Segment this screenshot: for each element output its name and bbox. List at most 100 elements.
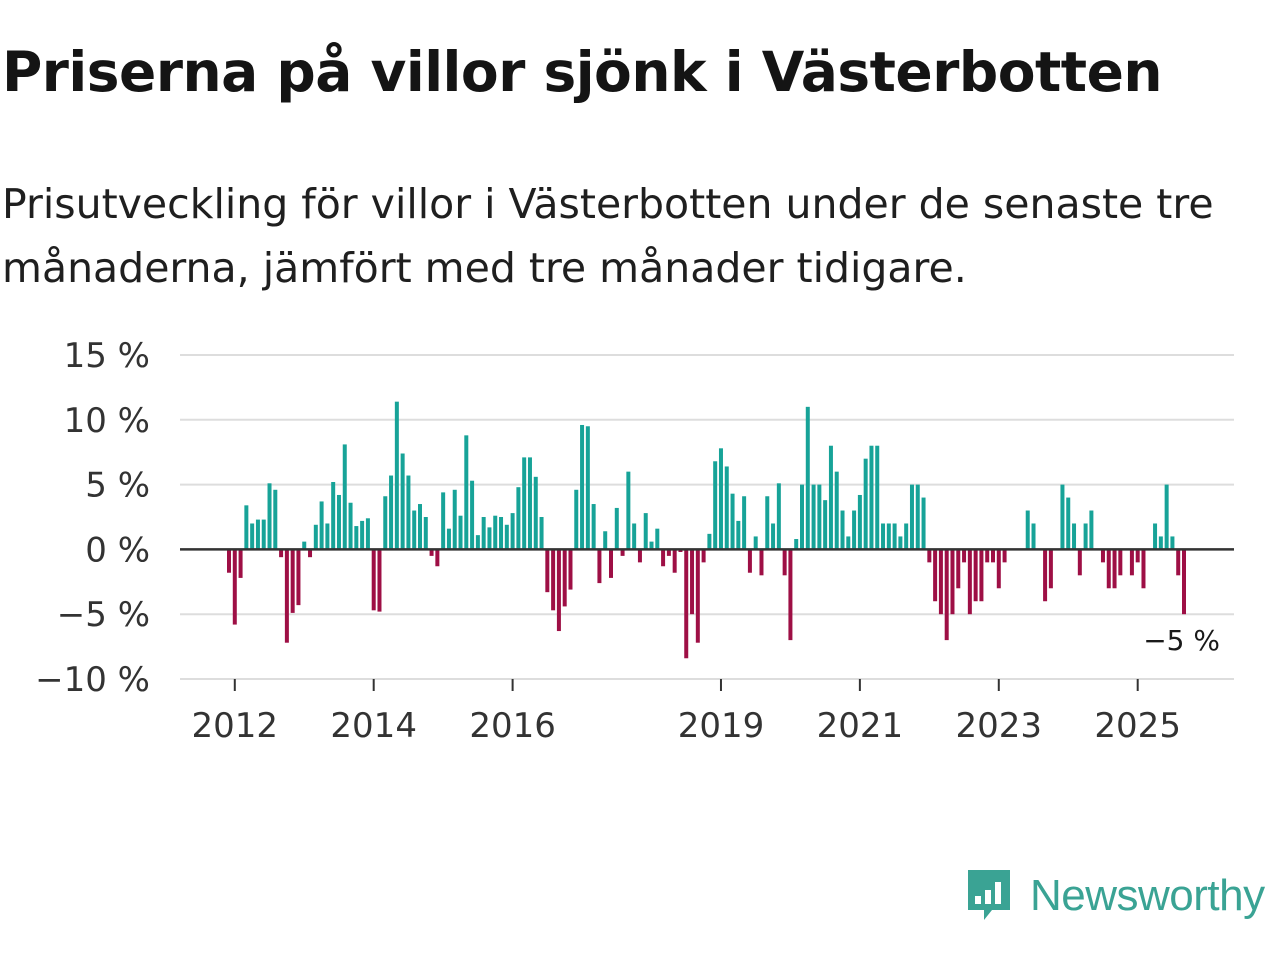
bar [284,549,289,643]
bar [811,484,816,550]
bar [377,549,382,612]
bar [730,493,735,550]
bar [1072,523,1077,550]
bar [539,517,544,550]
bar [325,523,330,550]
bar [996,549,1001,589]
bar [817,484,822,550]
bar [1031,523,1036,550]
bar [1158,536,1163,550]
bar [991,549,995,563]
bar [1182,549,1186,615]
bar [695,549,700,643]
newsworthy-logo: Newsworthy [964,864,1265,928]
y-axis: −10 % −5 % 0 % 5 % 10 % 15 % [35,336,150,700]
bar [643,513,648,550]
bar [1176,549,1181,576]
bar [823,500,828,550]
bar [279,549,284,558]
x-tick-label: 2023 [956,706,1043,746]
bar [1106,549,1111,589]
bar [904,523,909,550]
bar [724,466,729,550]
bar [776,483,781,550]
bar-series [180,401,1234,659]
y-tick-label: 15 % [64,336,150,376]
bar [1077,549,1082,576]
bar [765,496,770,550]
bar [348,502,353,550]
bar [869,445,874,550]
bar [852,510,857,550]
bar [1135,549,1140,563]
bar [857,494,862,550]
bar [585,426,590,550]
x-tick-label: 2019 [678,706,765,746]
bar [967,549,972,615]
bar [1129,549,1134,576]
brand-name: Newsworthy [1030,871,1265,920]
bar [678,549,683,552]
bar [452,489,457,550]
newsworthy-logo-icon [968,870,1010,920]
bar [342,444,347,550]
bar [950,549,955,615]
bar [672,549,677,573]
bar [394,401,399,550]
y-tick-label: −10 % [35,660,150,700]
bar [522,457,527,550]
bar-chart: −10 % −5 % 0 % 5 % 10 % 15 % 2012 2014 2016 2019… [35,336,1234,746]
bar [707,533,712,550]
y-tick-label: 5 % [85,466,150,506]
bar [267,483,272,550]
bar [736,520,741,550]
bar [846,536,851,550]
bar [933,549,938,602]
bar [481,517,486,550]
bar [446,528,451,550]
bar [1002,549,1007,563]
bar [238,549,243,578]
bar [794,539,799,550]
bar [655,528,660,550]
bar [591,504,596,550]
bar [302,541,307,550]
bar [244,505,249,550]
bar [1025,510,1030,550]
bar [603,531,608,550]
last-value-label: −5 % [1143,624,1220,657]
bar [1112,549,1117,589]
bar [609,549,613,578]
bar [562,549,567,607]
bar [319,501,324,550]
x-axis: 2012 2014 2016 2019 2021 2023 2025 [180,678,1234,746]
bar [261,519,266,550]
bar [759,549,764,576]
annotations: −5 % [1143,624,1220,657]
bar [273,489,278,550]
bar [1083,523,1088,550]
bar [510,513,515,550]
bar [771,523,776,550]
bar [1048,549,1053,589]
bar [973,549,978,602]
bar [713,461,718,550]
bar [470,480,475,550]
bar [956,549,961,589]
bar [1170,536,1175,550]
bar [435,549,440,567]
bar [1089,510,1094,550]
bar [788,549,793,641]
bar [690,549,695,615]
bar [290,549,295,613]
bar [400,453,405,550]
bar [533,476,538,550]
bar [250,523,255,550]
bar [365,518,370,550]
bar [406,475,411,550]
bar [626,471,631,550]
bar [255,519,260,550]
bar [614,507,619,550]
bar [834,471,839,550]
bar [753,536,758,550]
